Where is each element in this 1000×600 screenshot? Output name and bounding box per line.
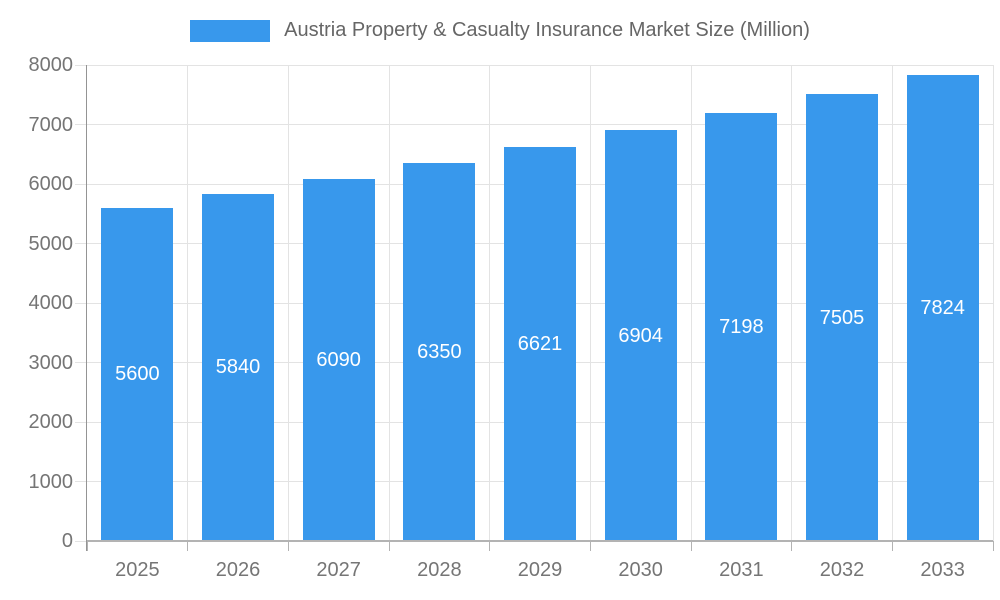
bar (403, 163, 476, 541)
x-tick-mark (287, 541, 289, 551)
bar (705, 112, 778, 541)
category-gridline (891, 65, 893, 541)
x-axis-label: 2028 (417, 559, 462, 581)
y-tick-mark (75, 183, 87, 185)
y-axis-label: 4000 (28, 292, 74, 314)
category-gridline (690, 65, 692, 541)
x-axis-label: 2030 (618, 559, 663, 581)
x-tick-mark (791, 541, 793, 551)
bar (302, 178, 375, 541)
chart-title: Austria Property & Casualty Insurance Ma… (284, 19, 810, 41)
bar (202, 193, 274, 541)
y-axis-label: 1000 (28, 470, 74, 493)
y-tick-mark (75, 540, 87, 542)
bar-value-label: 7198 (719, 315, 764, 338)
x-tick-mark (187, 541, 189, 551)
y-gridline (87, 64, 993, 66)
x-tick-mark (690, 541, 692, 551)
bar (906, 75, 979, 541)
bar-value-label: 6621 (517, 333, 563, 356)
category-gridline (187, 65, 189, 541)
y-tick-mark (75, 243, 87, 244)
x-tick-mark (589, 541, 591, 551)
y-axis-label: 7000 (28, 113, 74, 136)
x-axis-line (87, 540, 993, 542)
y-axis-label: 0 (61, 530, 73, 552)
y-axis-label: 2000 (28, 411, 74, 433)
y-tick-mark (75, 302, 87, 304)
x-axis-label: 2031 (719, 559, 764, 581)
bar-value-label: 6090 (316, 348, 361, 371)
bar (806, 94, 878, 541)
x-axis-label: 2029 (517, 559, 563, 581)
x-axis-label: 2025 (115, 559, 160, 581)
y-tick-mark (75, 64, 87, 66)
y-axis-label: 6000 (28, 173, 74, 195)
y-axis-label: 5000 (28, 232, 74, 255)
x-axis-label: 2027 (316, 559, 361, 581)
y-axis-line (86, 65, 87, 551)
bar-value-label: 7505 (819, 306, 865, 329)
bar-value-label: 6904 (618, 324, 663, 347)
x-tick-mark (86, 541, 88, 551)
category-gridline (589, 65, 591, 541)
y-gridline (87, 124, 993, 125)
x-tick-mark (489, 541, 491, 551)
category-gridline (287, 65, 289, 541)
category-gridline (489, 65, 491, 541)
y-tick-mark (75, 421, 87, 423)
bar-value-label: 7824 (920, 297, 965, 320)
legend[interactable]: Austria Property & Casualty Insurance Ma… (0, 19, 1000, 42)
y-axis-label: 3000 (28, 351, 74, 374)
x-axis-label: 2026 (215, 559, 261, 581)
bar-value-label: 5600 (115, 363, 160, 386)
y-tick-mark (75, 362, 87, 363)
x-axis-label: 2033 (920, 559, 965, 581)
y-tick-mark (75, 481, 87, 482)
category-gridline (388, 65, 390, 541)
x-tick-mark (891, 541, 893, 551)
bar-value-label: 5840 (215, 356, 261, 379)
y-axis-label: 8000 (28, 54, 74, 76)
bar (504, 147, 576, 541)
bar (604, 130, 677, 541)
y-tick-mark (75, 124, 87, 125)
x-axis-label: 2032 (819, 559, 865, 581)
category-gridline (791, 65, 793, 541)
x-tick-mark (388, 541, 390, 551)
legend-swatch (190, 19, 271, 42)
bar (101, 207, 174, 541)
x-tick-mark (992, 541, 994, 551)
category-gridline (992, 65, 994, 541)
bar-value-label: 6350 (417, 341, 462, 364)
